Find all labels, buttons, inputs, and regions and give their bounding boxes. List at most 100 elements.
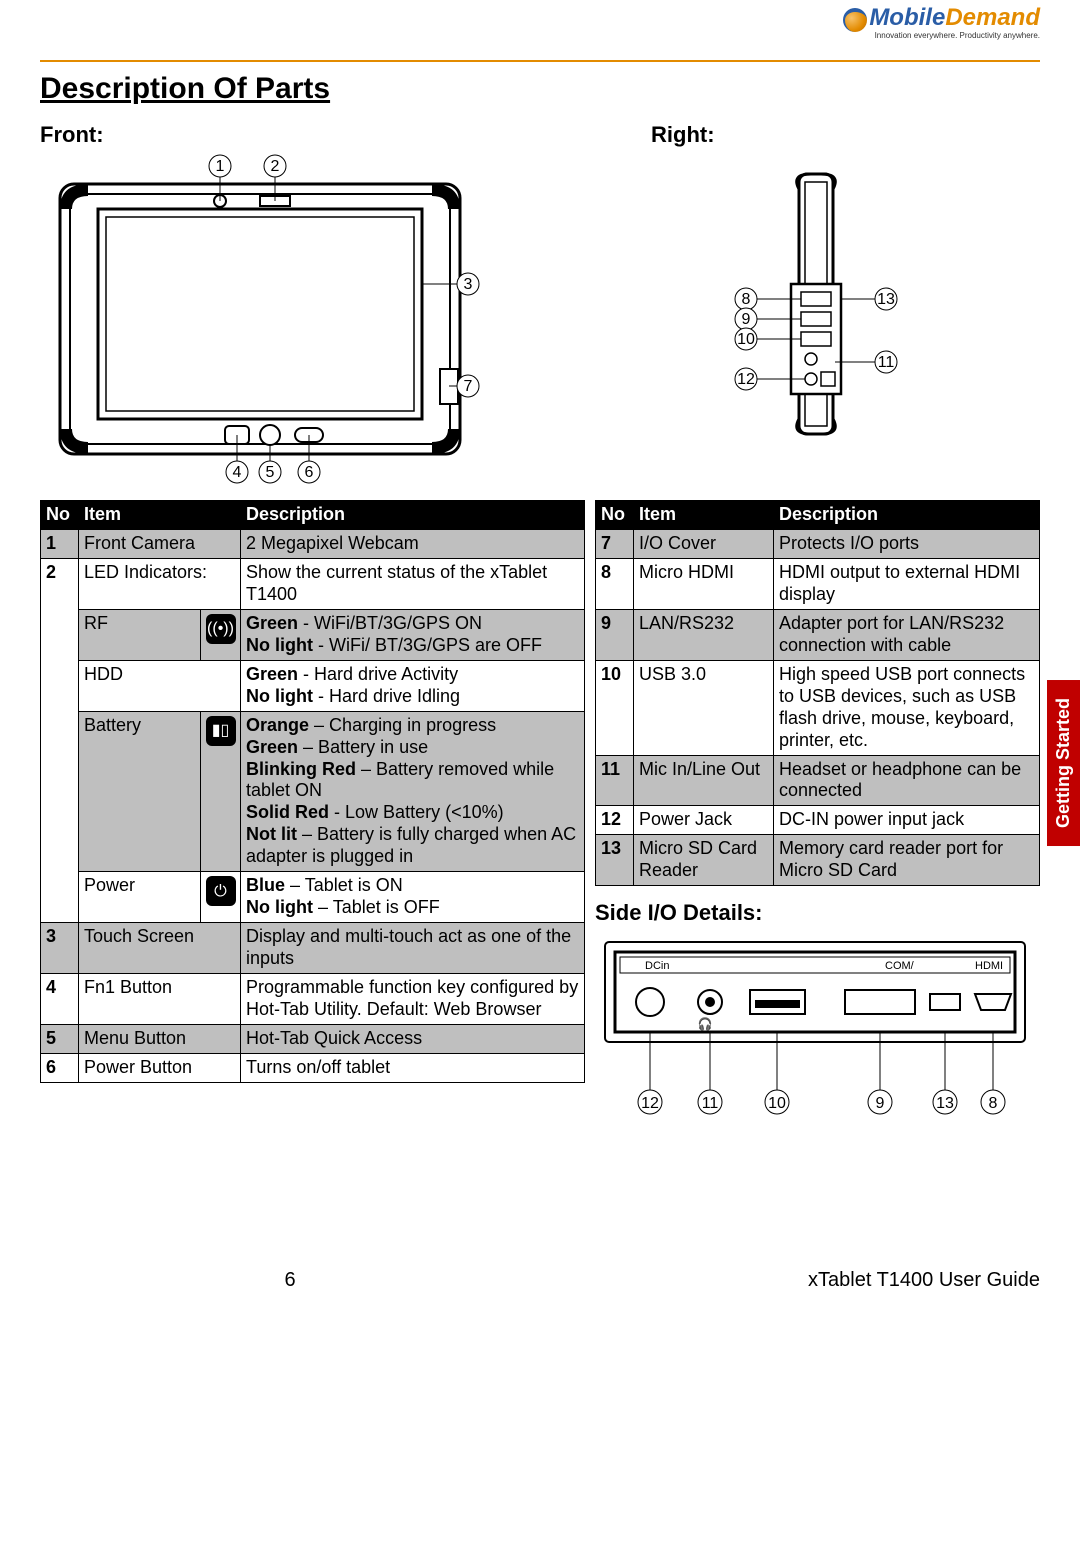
side-c12: 12 — [641, 1095, 659, 1112]
hdd-label: HDD — [79, 660, 241, 711]
r10-no: 10 — [596, 660, 634, 755]
doc-title: xTablet T1400 User Guide — [540, 1269, 1040, 1292]
callout-8: 8 — [742, 291, 751, 308]
parts-table-right: No Item Description 7 I/O Cover Protects… — [595, 500, 1040, 886]
battery-icon: ▮▯ — [206, 716, 236, 746]
bat-icon-cell: ▮▯ — [201, 711, 241, 872]
side-c11: 11 — [702, 1095, 719, 1112]
side-detail-diagram: DCin COM/ HDMI 🎧 12 11 10 9 13 8 — [595, 932, 1035, 1152]
row5-desc: Hot-Tab Quick Access — [241, 1025, 585, 1054]
pwr-label: Power — [79, 872, 201, 923]
page-footer: 6 xTablet T1400 User Guide — [40, 1269, 1040, 1292]
side-c10: 10 — [768, 1095, 786, 1112]
r9-no: 9 — [596, 609, 634, 660]
r7-item: I/O Cover — [634, 529, 774, 558]
wireless-icon: ((•)) — [206, 614, 236, 644]
svg-text:HDMI: HDMI — [975, 960, 1003, 972]
hdd-desc: Green - Hard drive Activity No light - H… — [241, 660, 585, 711]
row3-no: 3 — [41, 923, 79, 974]
th-desc: Description — [241, 501, 585, 530]
section-tab: Getting Started — [1047, 680, 1080, 846]
parts-table-left: No Item Description 1 Front Camera 2 Meg… — [40, 500, 585, 1083]
top-rule — [40, 60, 1040, 62]
rf-icon-cell: ((•)) — [201, 609, 241, 660]
r8-no: 8 — [596, 558, 634, 609]
r8-item: Micro HDMI — [634, 558, 774, 609]
globe-icon — [843, 8, 867, 32]
callout-10: 10 — [737, 331, 755, 348]
bat-desc: Orange – Charging in progress Green – Ba… — [241, 711, 585, 872]
svg-text:DCin: DCin — [645, 960, 669, 972]
callout-5: 5 — [266, 464, 275, 481]
row6-desc: Turns on/off tablet — [241, 1053, 585, 1082]
svg-text:COM/: COM/ — [885, 960, 915, 972]
r7-no: 7 — [596, 529, 634, 558]
row3-desc: Display and multi-touch act as one of th… — [241, 923, 585, 974]
callout-12: 12 — [737, 371, 755, 388]
front-label: Front: — [40, 122, 595, 148]
callout-4: 4 — [233, 464, 242, 481]
row1-item: Front Camera — [79, 529, 241, 558]
r7-desc: Protects I/O ports — [774, 529, 1040, 558]
row4-desc: Programmable function key configured by … — [241, 974, 585, 1025]
side-c13: 13 — [936, 1095, 954, 1112]
brand-mobile: Mobile — [869, 4, 945, 31]
callout-2: 2 — [271, 158, 280, 175]
brand-logo: MobileDemand Innovation everywhere. Prod… — [843, 6, 1040, 40]
brand-tagline: Innovation everywhere. Productivity anyw… — [843, 32, 1040, 40]
r9-desc: Adapter port for LAN/RS232 connection wi… — [774, 609, 1040, 660]
r12-no: 12 — [596, 806, 634, 835]
callout-3: 3 — [464, 276, 473, 293]
page-title: Description Of Parts — [40, 72, 1040, 106]
th-item-r: Item — [634, 501, 774, 530]
r10-desc: High speed USB port connects to USB devi… — [774, 660, 1040, 755]
pwr-icon-cell: ⏻ — [201, 872, 241, 923]
right-label: Right: — [651, 122, 1040, 148]
r8-desc: HDMI output to external HDMI display — [774, 558, 1040, 609]
row2-no: 2 — [41, 558, 79, 922]
row6-no: 6 — [41, 1053, 79, 1082]
bat-label: Battery — [79, 711, 201, 872]
th-no-r: No — [596, 501, 634, 530]
r11-desc: Headset or headphone can be connected — [774, 755, 1040, 806]
side-c9: 9 — [876, 1095, 885, 1112]
r13-desc: Memory card reader port for Micro SD Car… — [774, 835, 1040, 886]
power-icon: ⏻ — [206, 876, 236, 906]
side-c8: 8 — [989, 1095, 998, 1112]
rf-desc: Green - WiFi/BT/3G/GPS ON No light - WiF… — [241, 609, 585, 660]
r11-no: 11 — [596, 755, 634, 806]
pwr-desc: Blue – Tablet is ON No light – Tablet is… — [241, 872, 585, 923]
row5-no: 5 — [41, 1025, 79, 1054]
r12-item: Power Jack — [634, 806, 774, 835]
page-number: 6 — [40, 1269, 540, 1292]
right-diagram: 8 9 10 12 13 11 — [651, 154, 981, 454]
th-desc-r: Description — [774, 501, 1040, 530]
th-item: Item — [79, 501, 241, 530]
brand-demand: Demand — [945, 4, 1040, 31]
callout-13: 13 — [877, 291, 895, 308]
r11-item: Mic In/Line Out — [634, 755, 774, 806]
front-diagram: 1 2 3 7 4 5 6 — [40, 154, 480, 484]
row2-item: LED Indicators: — [79, 558, 241, 609]
r13-item: Micro SD Card Reader — [634, 835, 774, 886]
row1-desc: 2 Megapixel Webcam — [241, 529, 585, 558]
callout-6: 6 — [305, 464, 314, 481]
callout-9: 9 — [742, 311, 751, 328]
svg-text:🎧: 🎧 — [698, 1017, 713, 1031]
callout-1: 1 — [216, 158, 225, 175]
r10-item: USB 3.0 — [634, 660, 774, 755]
r13-no: 13 — [596, 835, 634, 886]
row4-item: Fn1 Button — [79, 974, 241, 1025]
row2-desc: Show the current status of the xTablet T… — [241, 558, 585, 609]
side-detail-label: Side I/O Details: — [595, 900, 1040, 926]
row6-item: Power Button — [79, 1053, 241, 1082]
row1-no: 1 — [41, 529, 79, 558]
callout-7: 7 — [464, 378, 473, 395]
r12-desc: DC-IN power input jack — [774, 806, 1040, 835]
th-no: No — [41, 501, 79, 530]
row3-item: Touch Screen — [79, 923, 241, 974]
r9-item: LAN/RS232 — [634, 609, 774, 660]
callout-11: 11 — [878, 354, 895, 371]
row5-item: Menu Button — [79, 1025, 241, 1054]
row4-no: 4 — [41, 974, 79, 1025]
